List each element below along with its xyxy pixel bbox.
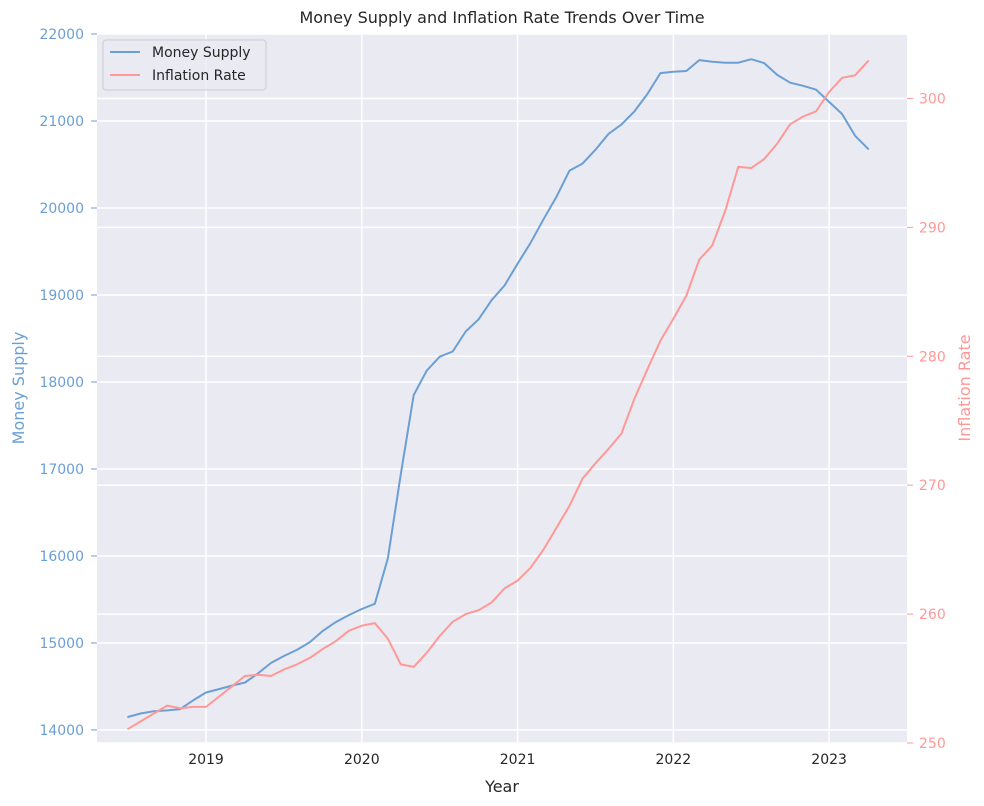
series-line-inflation-rate bbox=[127, 60, 870, 730]
y-right-tick-label-250: 250 bbox=[919, 736, 946, 752]
y-axis-left-title: Money Supply bbox=[9, 332, 28, 445]
y-right-tick-label-300: 300 bbox=[919, 91, 946, 107]
y-right-tick-label-290: 290 bbox=[919, 220, 946, 236]
plot-area bbox=[97, 34, 907, 743]
x-tick-label-2019: 2019 bbox=[188, 752, 224, 768]
y-right-tick-label-260: 260 bbox=[919, 607, 946, 623]
grid-layer bbox=[97, 33, 907, 744]
y-left-tick-label-16000: 16000 bbox=[39, 549, 84, 565]
ticks-layer: 2019 2020 2021 2022 2023 14000 15000 16000 17000… bbox=[39, 27, 945, 768]
y-right-tick-label-270: 270 bbox=[919, 478, 946, 494]
y-left-tick-label-21000: 21000 bbox=[39, 114, 84, 130]
y-left-tick-label-20000: 20000 bbox=[39, 201, 84, 217]
x-tick-label-2023: 2023 bbox=[811, 752, 847, 768]
series-layer bbox=[127, 58, 870, 730]
legend: Money Supply Inflation Rate bbox=[102, 39, 267, 91]
x-tick-label-2022: 2022 bbox=[656, 752, 692, 768]
legend-label-inflation-rate: Inflation Rate bbox=[152, 68, 246, 84]
y-left-tick-label-18000: 18000 bbox=[39, 375, 84, 391]
y-axis-right-title: Inflation Rate bbox=[955, 334, 974, 441]
y-left-tick-label-22000: 22000 bbox=[39, 27, 84, 43]
y-right-tick-label-280: 280 bbox=[919, 349, 946, 365]
legend-box bbox=[102, 39, 267, 91]
y-left-tick-label-14000: 14000 bbox=[39, 723, 84, 739]
x-tick-label-2021: 2021 bbox=[500, 752, 536, 768]
series-line-money-supply bbox=[127, 58, 870, 718]
y-left-tick-label-19000: 19000 bbox=[39, 288, 84, 304]
y-left-tick-label-15000: 15000 bbox=[39, 636, 84, 652]
x-axis-title: Year bbox=[484, 777, 519, 796]
legend-label-money-supply: Money Supply bbox=[152, 45, 251, 61]
x-tick-label-2020: 2020 bbox=[344, 752, 380, 768]
y-left-tick-label-17000: 17000 bbox=[39, 462, 84, 478]
chart-title: Money Supply and Inflation Rate Trends O… bbox=[299, 8, 704, 27]
